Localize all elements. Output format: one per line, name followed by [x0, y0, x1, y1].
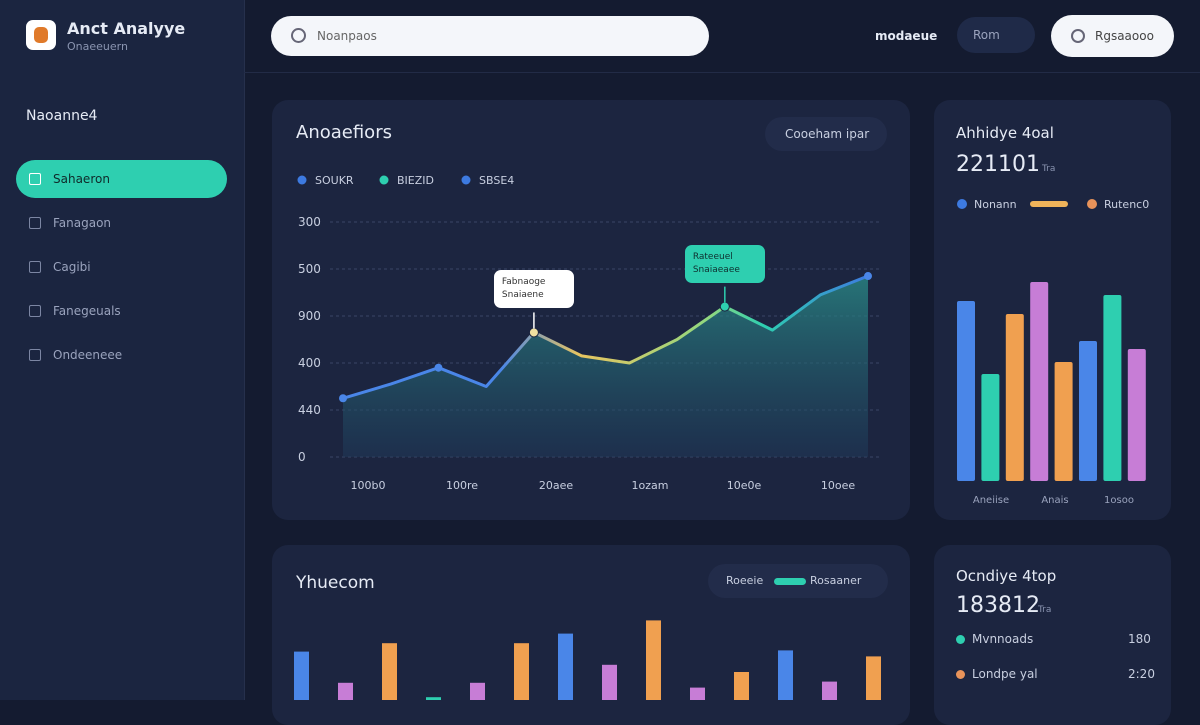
- search-icon: [291, 28, 306, 43]
- menu-icon: [29, 261, 41, 273]
- tooltip-line: Snaiaene: [501, 290, 544, 301]
- row-value: 2:20: [1128, 667, 1155, 681]
- row-dot: [956, 635, 965, 644]
- user-name[interactable]: modaeue: [875, 29, 938, 43]
- sidebar: Anct Analyye Onaeeuern Naoanne4 Sahaeron…: [0, 0, 245, 700]
- top-button-label: Rom: [973, 28, 1000, 42]
- row-label: Londpe yal: [972, 667, 1038, 681]
- card-title: Ahhidye 4oal: [956, 124, 1054, 142]
- menu-icon: [29, 217, 41, 229]
- card-title: Yhuecom: [296, 573, 375, 593]
- card-title: Ocndiye 4top: [956, 567, 1057, 585]
- side-chart-card: Ahhidye 4oal 221101 Tra: [934, 100, 1171, 520]
- menu-icon: [29, 305, 41, 317]
- menu-label: Fanegeuals: [53, 304, 121, 318]
- menu-item[interactable]: Ondeeneee: [16, 336, 227, 374]
- row-label: Mvnnoads: [972, 632, 1034, 646]
- brand: Anct Analyye: [67, 19, 186, 38]
- toggle[interactable]: Roeeie Rosaaner: [708, 564, 888, 598]
- tooltip: Rateeuel Snaiaeaee: [684, 244, 765, 283]
- toggle-right: Rosaaner: [810, 574, 862, 587]
- search-button[interactable]: Rgsaaooo: [1051, 15, 1174, 57]
- card-button-label: Cooeham ipar: [785, 127, 870, 141]
- tooltip-line: Snaiaeaee: [692, 264, 740, 275]
- toggle-switch: [774, 578, 806, 585]
- tooltip-line: Fabnaoge: [501, 277, 546, 288]
- menu-item[interactable]: Fanagaon: [16, 204, 227, 242]
- tooltip: Fabnaoge Snaiaene: [493, 270, 574, 309]
- divider: [244, 72, 1200, 73]
- card-button[interactable]: Cooeham ipar: [765, 117, 887, 151]
- section-title: Naoanne4: [26, 108, 98, 124]
- menu-icon: [29, 173, 41, 185]
- search-icon: [1071, 29, 1085, 43]
- kpi-unit: Tra: [1038, 605, 1052, 615]
- brand-sub: Onaeeuern: [67, 40, 128, 53]
- search-button-label: Rgsaaooo: [1095, 29, 1154, 43]
- logo: [26, 20, 56, 50]
- menu-label: Cagibi: [53, 260, 91, 274]
- bottom-stat-card: Ocndiye 4top 183812 Tra Mvnnoads 180 Londp…: [934, 545, 1171, 725]
- tooltip-line: Rateeuel: [692, 251, 733, 262]
- menu-label: Sahaeron: [53, 172, 110, 186]
- search-bar[interactable]: Noanpaos: [271, 16, 709, 56]
- menu-label: Ondeeneee: [53, 348, 123, 362]
- menu-label: Fanagaon: [53, 216, 112, 230]
- row-dot: [956, 670, 965, 679]
- kpi: 221101: [956, 152, 1040, 177]
- card-title: Anoaefiors: [296, 122, 392, 143]
- row-value: 180: [1128, 632, 1151, 646]
- bottom-chart-card: Yhuecom Roeeie Rosaaner: [272, 545, 910, 725]
- menu-item[interactable]: Sahaeron: [16, 160, 227, 198]
- search-placeholder: Noanpaos: [317, 29, 377, 43]
- main-chart-card: Anoaefiors Cooeham ipar: [272, 100, 910, 520]
- menu-item[interactable]: Fanegeuals: [16, 292, 227, 330]
- kpi: 183812: [956, 593, 1040, 618]
- toggle-left: Roeeie: [726, 574, 764, 587]
- top-button[interactable]: Rom: [957, 17, 1035, 53]
- menu-item[interactable]: Cagibi: [16, 248, 227, 286]
- menu-icon: [29, 349, 41, 361]
- kpi-unit: Tra: [1042, 164, 1056, 174]
